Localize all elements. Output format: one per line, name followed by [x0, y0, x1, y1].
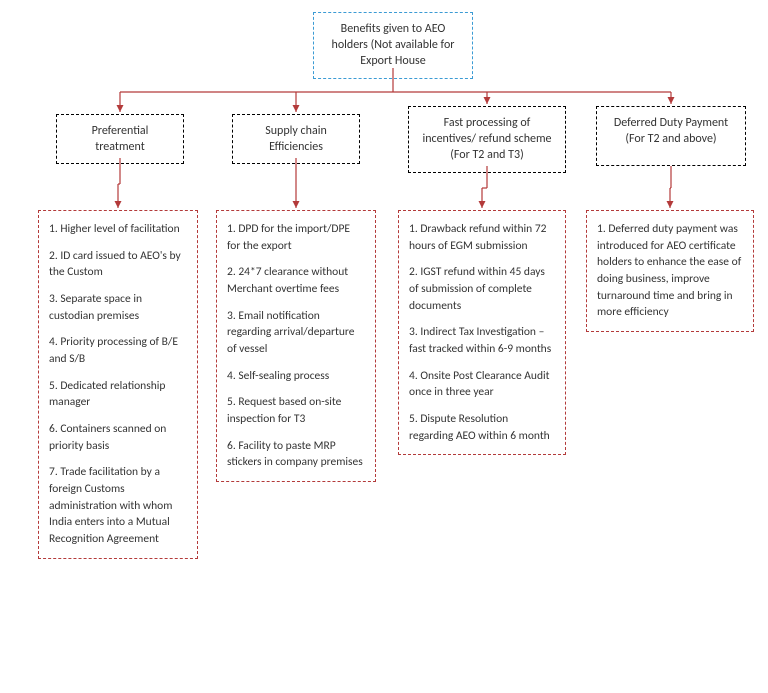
detail-item: 1. Drawback refund within 72 hours of EG… [409, 221, 555, 254]
detail-box-defer: 1. Deferred duty payment was introduced … [586, 210, 754, 332]
category-box-fast: Fast processing of incentives/ refund sc… [408, 106, 566, 173]
detail-item: 6. Facility to paste MRP stickers in com… [227, 438, 365, 471]
category-box-defer: Deferred Duty Payment (For T2 and above) [596, 106, 746, 166]
detail-box-fast: 1. Drawback refund within 72 hours of EG… [398, 210, 566, 455]
category-label: Preferential treatment [92, 124, 149, 154]
category-label: Deferred Duty Payment (For T2 and above) [614, 116, 728, 146]
category-box-pref: Preferential treatment [56, 114, 184, 164]
detail-item: 5. Request based on-site inspection for … [227, 394, 365, 427]
detail-item: 5. Dedicated relationship manager [49, 378, 187, 411]
detail-item: 2. 24*7 clearance without Merchant overt… [227, 264, 365, 297]
root-text: Benefits given to AEO holders (Not avail… [332, 22, 455, 68]
category-label: Fast processing of incentives/ refund sc… [422, 116, 551, 162]
detail-item: 3. Separate space in custodian premises [49, 291, 187, 324]
detail-item: 3. Indirect Tax Investigation – fast tra… [409, 324, 555, 357]
detail-item: 4. Self-sealing process [227, 368, 365, 385]
detail-item: 2. ID card issued to AEO's by the Custom [49, 248, 187, 281]
detail-item: 3. Email notification regarding arrival/… [227, 308, 365, 358]
detail-box-supply: 1. DPD for the import/DPE for the export… [216, 210, 376, 482]
category-box-supply: Supply chain Efficiencies [232, 114, 360, 164]
root-box: Benefits given to AEO holders (Not avail… [313, 12, 473, 79]
detail-item: 1. Higher level of facilitation [49, 221, 187, 238]
detail-item: 2. IGST refund within 45 days of submiss… [409, 264, 555, 314]
detail-item: 4. Onsite Post Clearance Audit once in t… [409, 368, 555, 401]
detail-item: 4. Priority processing of B/E and S/B [49, 334, 187, 367]
detail-item: 5. Dispute Resolution regarding AEO with… [409, 411, 555, 444]
detail-item: 1. DPD for the import/DPE for the export [227, 221, 365, 254]
detail-item: 6. Containers scanned on priority basis [49, 421, 187, 454]
detail-item: 1. Deferred duty payment was introduced … [597, 221, 743, 321]
detail-box-pref: 1. Higher level of facilitation 2. ID car… [38, 210, 198, 559]
category-label: Supply chain Efficiencies [265, 124, 327, 154]
detail-item: 7. Trade facilitation by a foreign Custo… [49, 464, 187, 547]
